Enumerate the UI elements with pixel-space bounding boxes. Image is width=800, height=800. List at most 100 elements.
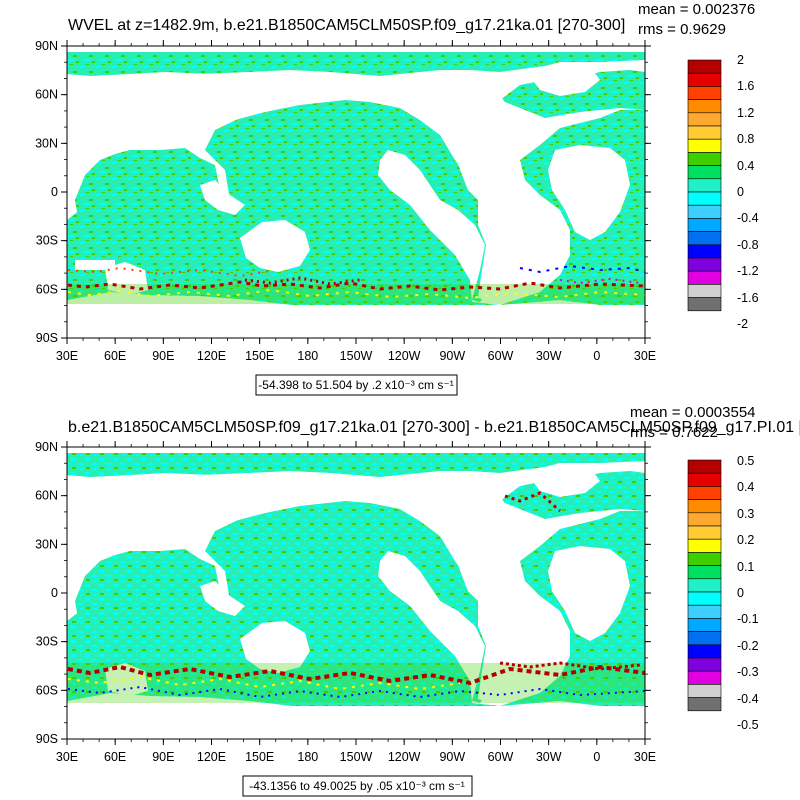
- colorbar-swatch: [687, 552, 722, 566]
- lon-tick-label: 90E: [152, 349, 174, 363]
- colorbar-swatch: [687, 644, 722, 659]
- colorbar-swatch: [687, 257, 722, 272]
- colorbar-swatch: [687, 99, 722, 114]
- land-samerica: [478, 599, 525, 701]
- colorbar-swatch: [687, 525, 722, 540]
- colorbar-label: 0: [737, 586, 744, 600]
- lat-tick-label: 0: [51, 586, 58, 600]
- lon-tick-label: 60E: [104, 349, 126, 363]
- colorbar-swatch: [687, 270, 722, 285]
- colorbar-swatch: [687, 472, 722, 487]
- colorbar-swatch: [687, 152, 722, 166]
- lon-tick-label: 0: [593, 750, 600, 764]
- colorbar-swatch: [687, 604, 722, 619]
- lon-tick-label: 60E: [104, 750, 126, 764]
- colorbar-swatch: [687, 591, 722, 606]
- lon-tick-label: 180: [297, 750, 318, 764]
- colorbar-label: 0.8: [737, 132, 754, 146]
- colorbar-swatch: [687, 565, 722, 580]
- colorbar-label: 1.2: [737, 106, 754, 120]
- panel-1-mean: mean = 0.002376: [638, 1, 755, 18]
- lon-tick-label: 60W: [488, 349, 514, 363]
- land-samerica: [478, 198, 525, 300]
- colorbar-label: -0.5: [737, 718, 759, 732]
- panel-1-rms: rms = 0.9629: [638, 21, 726, 38]
- colorbar-swatch: [687, 138, 722, 153]
- lon-tick-label: 120E: [197, 349, 226, 363]
- colorbar-label: -1.2: [737, 264, 759, 278]
- lon-tick-label: 150E: [245, 750, 274, 764]
- colorbar-label: -0.4: [737, 211, 759, 225]
- land-eurasia: [67, 72, 345, 175]
- colorbar-swatch: [687, 657, 722, 672]
- lat-tick-label: 30N: [35, 136, 58, 150]
- lat-tick-label: 90N: [35, 440, 58, 454]
- colorbar-label: -0.8: [737, 238, 759, 252]
- land-namerica: [380, 72, 510, 170]
- lon-tick-label: 60W: [488, 750, 514, 764]
- colorbar-swatch: [687, 618, 722, 632]
- panel-1: WVEL at z=1482.9m, b.e21.B1850CAM5CLM50S…: [35, 1, 759, 396]
- colorbar-label: 0.4: [737, 159, 754, 173]
- colorbar-label: 0: [737, 185, 744, 199]
- lat-tick-label: 30N: [35, 537, 58, 551]
- lon-tick-label: 0: [593, 349, 600, 363]
- lon-tick-label: 30W: [536, 750, 562, 764]
- lat-tick-label: 30S: [36, 635, 58, 649]
- lat-tick-label: 90S: [36, 331, 58, 345]
- colorbar-swatch: [687, 125, 722, 140]
- lon-tick-label: 30E: [634, 349, 656, 363]
- panel-2-axes: 90N 60N 30N 0 30S 60S 90S 30E 60E 90E 120E 150E 180 1…: [35, 440, 656, 764]
- colorbar-swatch: [687, 191, 722, 206]
- panel-1-colorbar-labels: 2 1.6 1.2 0.8 0.4 0 -0.4 -0.8 -1.2 -1.6 …: [737, 53, 759, 331]
- colorbar-swatch: [687, 244, 722, 259]
- colorbar-swatch: [687, 284, 722, 298]
- colorbar-swatch: [687, 684, 722, 698]
- lon-tick-label: 150E: [245, 349, 274, 363]
- panel-1-info-box: [255, 374, 458, 396]
- lon-tick-label: 120W: [388, 349, 421, 363]
- panel-2: mean = 0.0003554 b.e21.B1850CAM5CLM50SP.…: [35, 404, 800, 797]
- lon-tick-label: 120E: [197, 750, 226, 764]
- lat-tick-label: 90S: [36, 732, 58, 746]
- panel-2-info: -43.1356 to 49.0025 by .05 x10⁻³ cm s⁻¹: [249, 779, 464, 793]
- colorbar-swatch: [687, 204, 722, 219]
- lat-tick-label: 30S: [36, 234, 58, 248]
- land-se-asia: [200, 180, 245, 215]
- panel-1-axes: 90N 60N 30N 0 30S 60S 90S 30E 60E 90E 120E 150E 180 1…: [35, 39, 656, 363]
- lon-tick-label: 30E: [56, 349, 78, 363]
- panel-1-colorbar: [687, 59, 722, 312]
- colorbar-label: 0.2: [737, 533, 754, 547]
- colorbar-swatch: [687, 59, 722, 74]
- lon-tick-label: 30W: [536, 349, 562, 363]
- panel-2-title: b.e21.B1850CAM5CLM50SP.f09_g17.21ka.01 […: [68, 419, 800, 436]
- land-antarctica-gap: [105, 262, 148, 295]
- panel-2-rms: rms = 0.7622: [630, 424, 718, 441]
- colorbar-swatch: [687, 112, 722, 127]
- land-africa: [548, 145, 630, 240]
- lon-tick-label: 180: [297, 349, 318, 363]
- land-namerica: [380, 473, 510, 571]
- colorbar-swatch: [687, 459, 722, 474]
- land-africa: [548, 546, 630, 641]
- panel-1-map: [66, 45, 646, 339]
- lon-tick-label: 150W: [340, 750, 373, 764]
- colorbar-label: -0.4: [737, 692, 759, 706]
- lat-tick-label: 60N: [35, 489, 58, 503]
- colorbar-label: -2: [737, 317, 748, 331]
- colorbar-swatch: [687, 218, 722, 232]
- colorbar-swatch: [687, 697, 722, 712]
- colorbar-label: 1.6: [737, 79, 754, 93]
- southern-ocean-band: [67, 260, 646, 304]
- land-antarctica-gap: [105, 663, 148, 696]
- colorbar-label: -0.2: [737, 639, 759, 653]
- land-australia: [240, 220, 310, 272]
- colorbar-label: 0.5: [737, 454, 754, 468]
- southern-ocean-band: [67, 491, 646, 703]
- lon-tick-label: 90E: [152, 750, 174, 764]
- panel-2-colorbar-labels: 0.5 0.4 0.3 0.2 0.1 0 -0.1 -0.2 -0.3 -0.…: [737, 454, 759, 732]
- lon-tick-label: 90W: [439, 750, 465, 764]
- colorbar-label: -1.6: [737, 291, 759, 305]
- panel-2-mean: mean = 0.0003554: [630, 404, 756, 421]
